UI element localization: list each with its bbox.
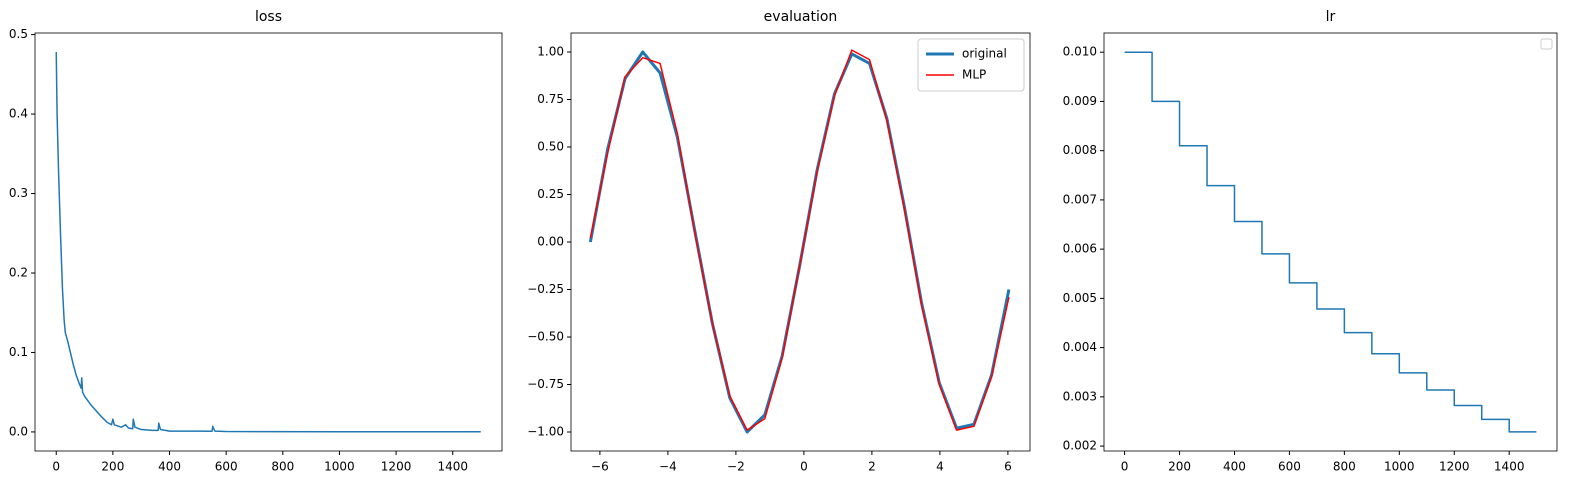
axes-frame: [570, 32, 1031, 452]
y-tick-label: 0.3: [9, 186, 28, 200]
y-tick-label: 0.005: [1063, 291, 1097, 305]
y-tick-label: 0.1: [9, 345, 28, 359]
series-line: [55, 52, 481, 433]
y-tick-label: 0.50: [537, 140, 564, 154]
x-tick-label: −2: [727, 460, 745, 474]
y-tick-label: −1.00: [527, 425, 564, 439]
x-tick-label: 1200: [1439, 460, 1470, 474]
x-tick-label: 0: [1121, 460, 1129, 474]
y-tick-label: 0.009: [1063, 94, 1097, 108]
y-tick-label: 0.00: [537, 235, 564, 249]
series-line: [589, 49, 1010, 431]
x-tick-label: 2: [868, 460, 876, 474]
legend-label: original: [962, 47, 1007, 61]
x-tick-label: 1400: [1494, 460, 1525, 474]
series-line: [1124, 51, 1537, 433]
x-tick-label: −6: [591, 460, 609, 474]
chart-title: evaluation: [764, 9, 838, 25]
legend-box: [1540, 38, 1553, 50]
chart-title: lr: [1326, 9, 1336, 25]
x-tick-label: 200: [1168, 460, 1191, 474]
axes-frame: [34, 32, 503, 452]
x-tick-label: 400: [1223, 460, 1246, 474]
x-tick-label: 800: [1333, 460, 1356, 474]
series-line: [588, 50, 1011, 434]
y-tick-label: 0.002: [1063, 439, 1097, 453]
y-tick-label: 0.006: [1063, 242, 1097, 256]
y-tick-label: 0.75: [537, 92, 564, 106]
y-tick-label: 0.2: [9, 265, 28, 279]
x-tick-label: 800: [271, 460, 294, 474]
y-tick-label: 0.5: [9, 27, 28, 41]
x-tick-label: 1200: [381, 460, 412, 474]
y-tick-label: 0.008: [1063, 143, 1097, 157]
legend-label: MLP: [962, 68, 986, 82]
y-tick-label: 0.004: [1063, 340, 1097, 354]
x-tick-label: −4: [659, 460, 677, 474]
x-tick-label: 1000: [324, 460, 355, 474]
y-tick-label: 0.003: [1063, 389, 1097, 403]
x-tick-label: 200: [101, 460, 124, 474]
x-tick-label: 0: [52, 460, 60, 474]
x-tick-label: 4: [936, 460, 944, 474]
x-tick-label: 6: [1004, 460, 1012, 474]
y-tick-label: 0.4: [9, 107, 28, 121]
axes-frame: [1103, 32, 1558, 452]
y-tick-label: −0.25: [527, 282, 564, 296]
x-tick-label: 1000: [1384, 460, 1415, 474]
x-tick-label: 600: [1278, 460, 1301, 474]
y-tick-label: −0.75: [527, 377, 564, 391]
x-tick-label: 1400: [437, 460, 468, 474]
x-tick-label: 600: [215, 460, 238, 474]
y-tick-label: 0.007: [1063, 192, 1097, 206]
y-tick-label: 0.25: [537, 187, 564, 201]
y-tick-label: 0.0: [9, 424, 28, 438]
y-tick-label: −0.50: [527, 330, 564, 344]
y-tick-label: 1.00: [537, 45, 564, 59]
chart-title: loss: [255, 9, 282, 25]
x-tick-label: 0: [800, 460, 808, 474]
y-tick-label: 0.010: [1063, 45, 1097, 59]
legend-box: [917, 38, 1025, 92]
x-tick-label: 400: [158, 460, 181, 474]
